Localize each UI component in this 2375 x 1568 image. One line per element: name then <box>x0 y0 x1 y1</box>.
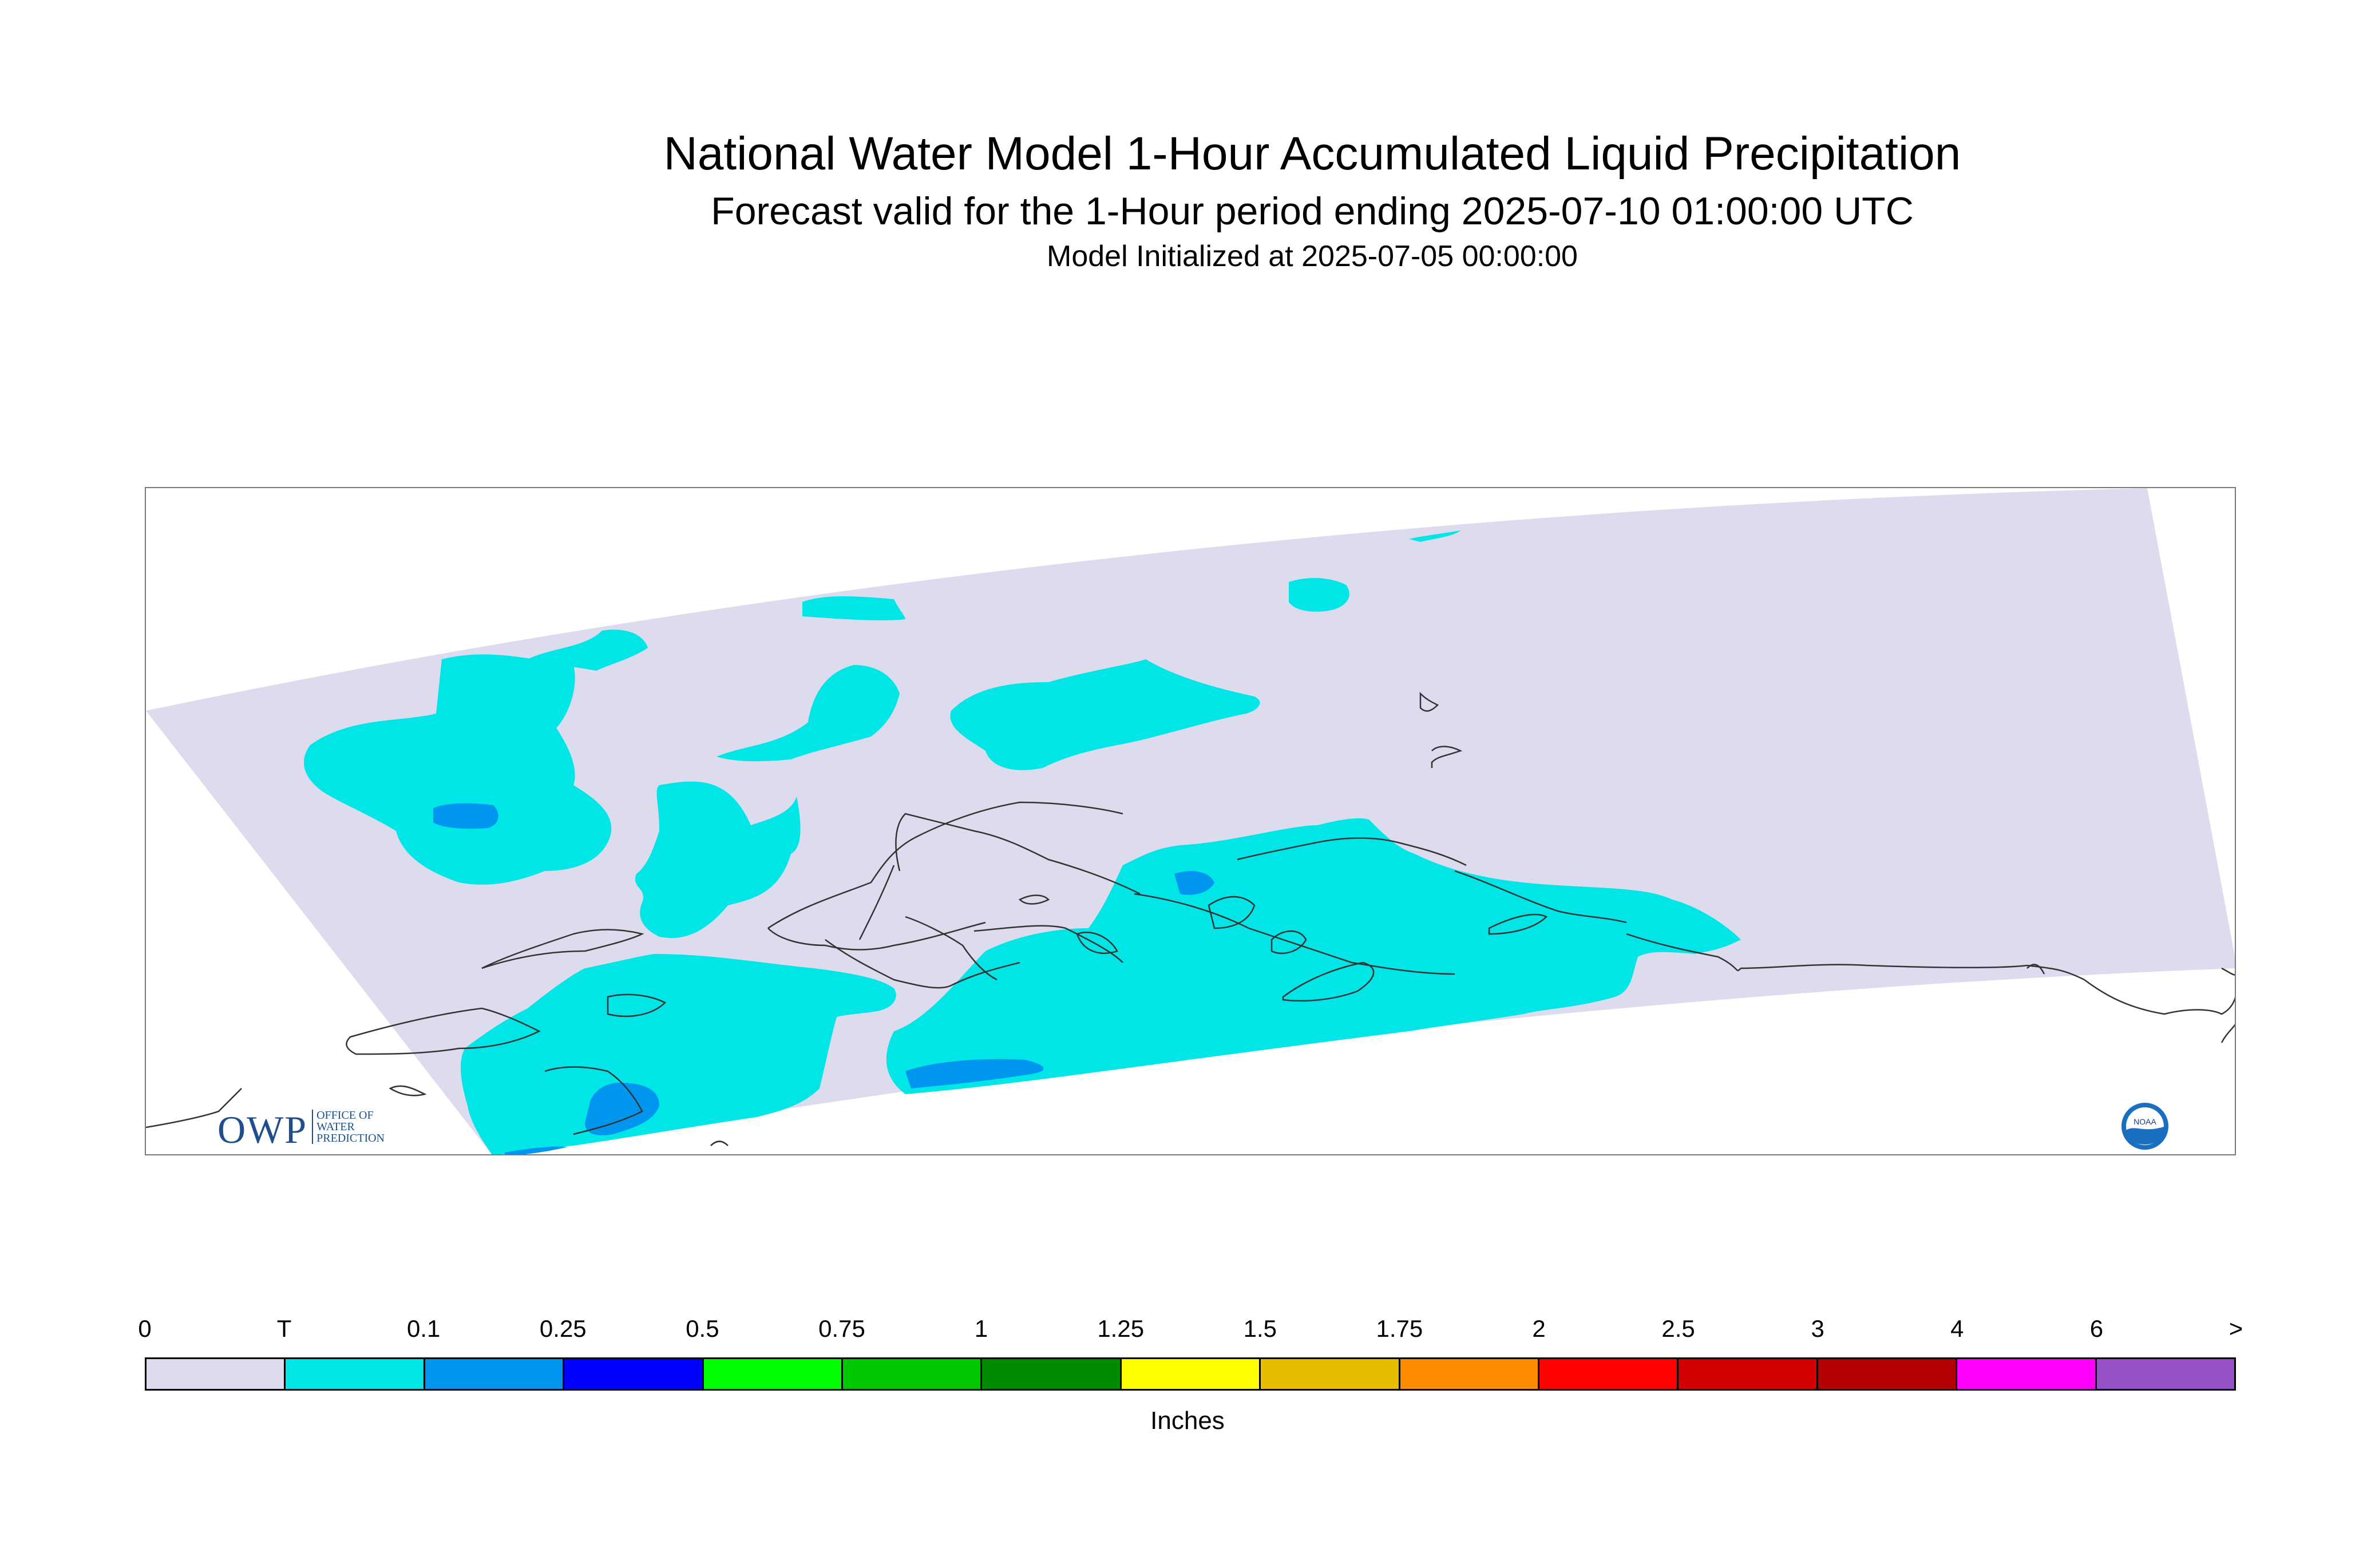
colorbar-segment <box>1261 1359 1400 1389</box>
owp-text-1: OFFICE OF <box>316 1109 374 1122</box>
trace-precip-areas <box>303 530 1741 1154</box>
model-init-subtitle: Model Initialized at 2025-07-05 00:00:00 <box>1047 240 1578 273</box>
colorbar-segment <box>2096 1359 2235 1389</box>
colorbar-segment <box>1121 1359 1261 1389</box>
colorbar-segment <box>1539 1359 1679 1389</box>
forecast-valid-subtitle: Forecast valid for the 1-Hour period end… <box>711 189 1914 233</box>
map-title: National Water Model 1-Hour Accumulated … <box>663 128 1961 180</box>
colorbar-tick-label: 1.25 <box>1097 1315 1145 1342</box>
precipitation-map <box>146 488 2235 1154</box>
owp-text-3: PREDICTION <box>316 1132 385 1145</box>
colorbar-segment <box>1818 1359 1958 1389</box>
colorbar-tick-label: 2.5 <box>1661 1315 1695 1342</box>
owp-mark: OWP <box>217 1108 308 1151</box>
noaa-text: NOAA <box>2133 1117 2156 1126</box>
colorbar-segment <box>286 1359 425 1389</box>
colorbar-tick-label: 1.5 <box>1243 1315 1277 1342</box>
colorbar-tick-label: 3 <box>1811 1315 1824 1342</box>
colorbar-segment <box>703 1359 844 1389</box>
colorbar-tick-label: 0.75 <box>818 1315 865 1342</box>
colorbar-segment <box>982 1359 1122 1389</box>
colorbar-tick-label: 6 <box>2089 1315 2104 1342</box>
colorbar-tick-label: 0.25 <box>539 1315 587 1342</box>
colorbar-tick-label: 0 <box>138 1315 152 1342</box>
colorbar-segment <box>843 1359 983 1389</box>
colorbar-units: Inches <box>1150 1407 1225 1435</box>
colorbar-tick-label: 2 <box>1532 1315 1546 1342</box>
owp-logo: OWP OFFICE OF WATER PREDICTION <box>217 1107 385 1153</box>
colorbar-tick-label: 0.1 <box>406 1315 441 1342</box>
colorbar-tick-label: > <box>2228 1315 2243 1342</box>
noaa-logo: NOAA <box>2121 1103 2168 1150</box>
map-panel <box>145 487 2236 1155</box>
light-precip-areas <box>433 803 1214 1154</box>
coastlines <box>146 691 2235 1146</box>
colorbar-segment <box>564 1359 704 1389</box>
colorbar-segment <box>1957 1359 2097 1389</box>
colorbar-segment <box>1679 1359 1818 1389</box>
colorbar-tick-label: T <box>276 1315 292 1342</box>
colorbar-segment <box>1400 1359 1540 1389</box>
colorbar-tick-label: 1.75 <box>1376 1315 1423 1342</box>
colorbar-segment <box>425 1359 565 1389</box>
colorbar-tick-label: 4 <box>1950 1315 1964 1342</box>
colorbar-tick-label: 1 <box>974 1315 988 1342</box>
colorbar-segment <box>147 1359 286 1389</box>
colorbar <box>145 1357 2236 1391</box>
colorbar-tick-label: 0.5 <box>686 1315 719 1342</box>
owp-text-2: WATER <box>316 1120 355 1133</box>
